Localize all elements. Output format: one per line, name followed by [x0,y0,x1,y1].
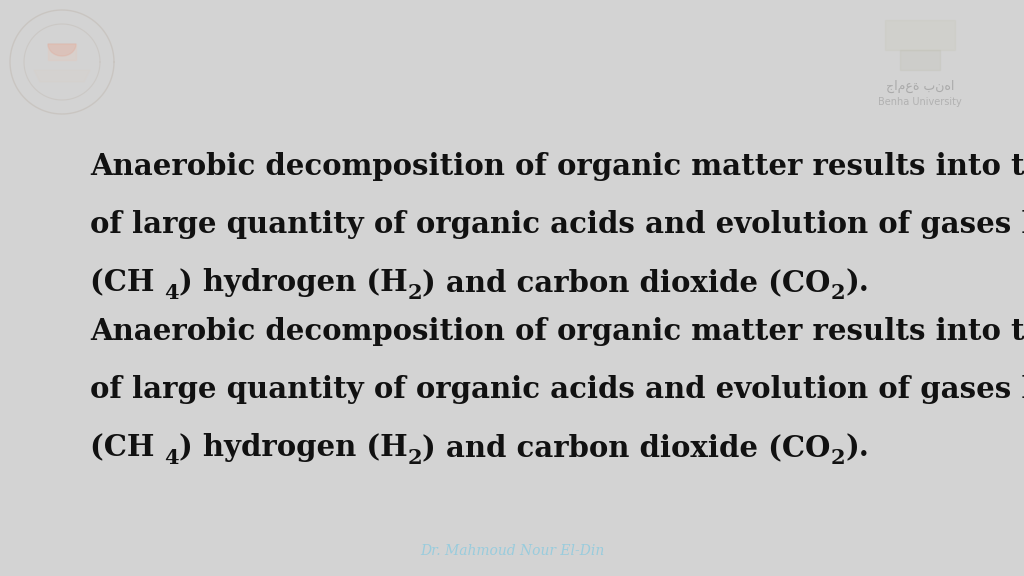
Polygon shape [885,20,955,50]
Text: ) hydrogen (H: ) hydrogen (H [179,268,408,297]
Text: 2: 2 [408,448,422,468]
Polygon shape [34,70,90,82]
Text: of large quantity of organic acids and evolution of gases like methane: of large quantity of organic acids and e… [90,210,1024,239]
Text: ).: ). [846,268,869,297]
Text: Dr. Mahmoud Nour El-Din: Dr. Mahmoud Nour El-Din [420,544,604,558]
Text: (CH: (CH [90,433,165,462]
Text: 2: 2 [830,283,846,303]
Text: جامعة بنها: جامعة بنها [886,80,954,93]
Text: 2: 2 [830,448,846,468]
Polygon shape [48,44,76,56]
Text: 2: 2 [408,283,422,303]
Polygon shape [48,44,76,60]
Polygon shape [900,50,940,70]
Text: 4: 4 [165,283,179,303]
Text: ) and carbon dioxide (CO: ) and carbon dioxide (CO [422,433,830,462]
Text: 4: 4 [165,448,179,468]
Text: ).: ). [846,433,869,462]
Text: Anaerobic decomposition of organic matter results into the production: Anaerobic decomposition of organic matte… [90,152,1024,181]
Text: (CH: (CH [90,268,165,297]
Text: Benha University: Benha University [879,97,962,107]
Text: ) hydrogen (H: ) hydrogen (H [179,433,408,462]
Text: ) and carbon dioxide (CO: ) and carbon dioxide (CO [422,268,830,297]
Text: Anaerobic decomposition of organic matter results into the production: Anaerobic decomposition of organic matte… [90,317,1024,346]
Text: of large quantity of organic acids and evolution of gases like methane: of large quantity of organic acids and e… [90,375,1024,404]
